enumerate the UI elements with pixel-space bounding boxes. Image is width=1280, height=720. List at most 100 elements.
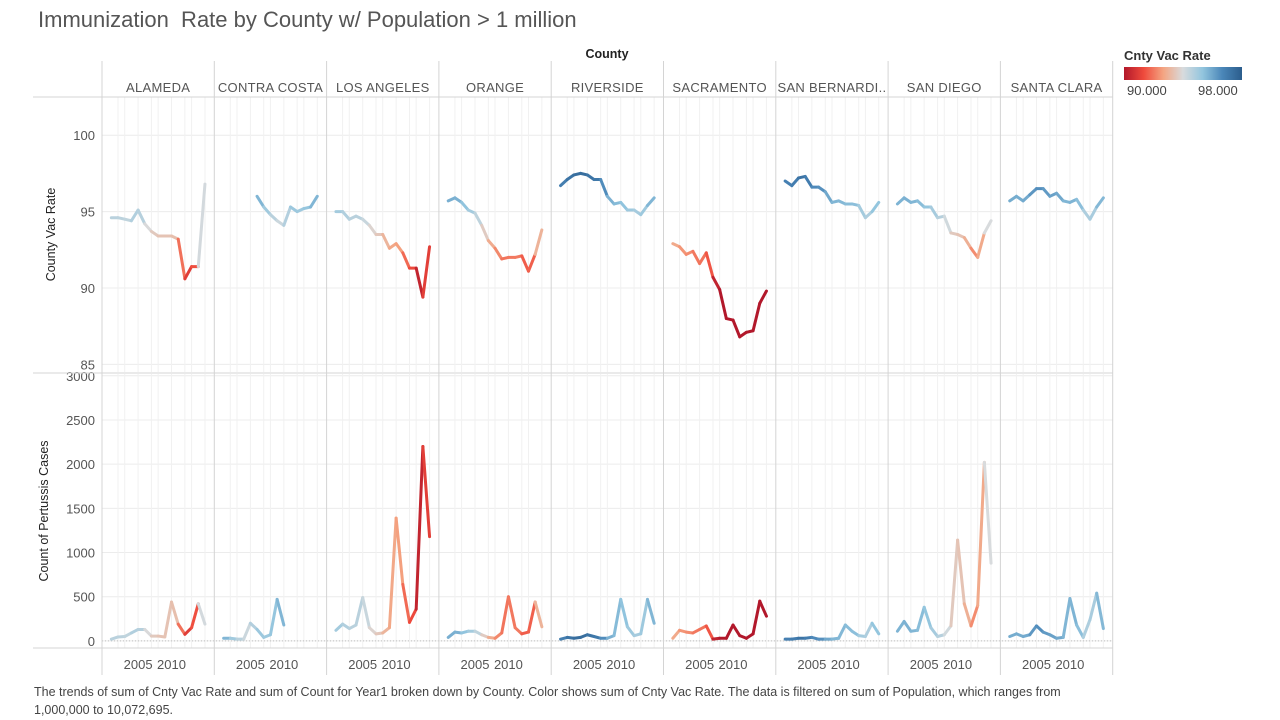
series-segment bbox=[1075, 623, 1085, 639]
series-line bbox=[255, 194, 319, 227]
series-segment bbox=[526, 600, 537, 634]
series-line bbox=[446, 196, 544, 273]
y-tick-label: 90 bbox=[81, 281, 95, 296]
series-segment bbox=[268, 213, 279, 223]
series-segment bbox=[751, 301, 762, 333]
series-segment bbox=[857, 203, 867, 220]
series-segment bbox=[1061, 597, 1072, 639]
x-tick-label: 2010 bbox=[719, 657, 748, 672]
series-segment bbox=[143, 222, 153, 233]
county-header: SANTA CLARA bbox=[1011, 80, 1103, 95]
series-line bbox=[334, 210, 432, 299]
series-segment bbox=[803, 174, 814, 189]
series-line bbox=[109, 182, 207, 281]
x-tick-label: 2005 bbox=[797, 657, 826, 672]
series-segment bbox=[480, 223, 490, 243]
x-tick-label: 2005 bbox=[124, 657, 153, 672]
series-segment bbox=[1055, 191, 1065, 203]
series-segment bbox=[982, 460, 993, 565]
series-segment bbox=[460, 200, 470, 212]
panel-frame bbox=[33, 61, 1114, 675]
series-segment bbox=[414, 266, 425, 299]
x-tick-label: 2005 bbox=[1022, 657, 1051, 672]
series-segment bbox=[533, 600, 544, 629]
y-tick-label: 3000 bbox=[66, 369, 95, 384]
series-segment bbox=[486, 239, 497, 250]
series-segment bbox=[421, 245, 432, 299]
series-segment bbox=[691, 249, 702, 266]
series-segment bbox=[916, 199, 926, 209]
x-tick-label: 2010 bbox=[269, 657, 298, 672]
county-header: ORANGE bbox=[466, 80, 524, 95]
series-segment bbox=[473, 211, 484, 227]
series-segment bbox=[962, 602, 973, 628]
color-legend-bar bbox=[1124, 67, 1242, 80]
series-segment bbox=[1068, 597, 1079, 627]
series-segment bbox=[190, 602, 200, 630]
county-header: ALAMEDA bbox=[126, 80, 190, 95]
x-tick-label: 2010 bbox=[494, 657, 523, 672]
series-segment bbox=[268, 597, 279, 637]
series-segment bbox=[895, 619, 906, 633]
series-segment bbox=[976, 231, 986, 259]
series-segment bbox=[1088, 205, 1099, 221]
series-segment bbox=[837, 623, 847, 640]
series-segment bbox=[942, 624, 953, 637]
y-tick-label: 500 bbox=[73, 590, 95, 605]
series-line bbox=[109, 600, 207, 641]
x-tick-label: 2005 bbox=[236, 657, 265, 672]
x-tick-label: 2005 bbox=[348, 657, 377, 672]
series-segment bbox=[790, 176, 801, 188]
series-segment bbox=[639, 597, 649, 636]
series-segment bbox=[916, 605, 926, 632]
series-line bbox=[895, 196, 993, 259]
series-segment bbox=[962, 236, 973, 250]
series-segment bbox=[414, 444, 425, 611]
x-tick-label: 2010 bbox=[382, 657, 411, 672]
series-segment bbox=[863, 210, 874, 220]
series-segment bbox=[625, 625, 636, 638]
series-line bbox=[783, 174, 881, 220]
y-tick-label: 85 bbox=[81, 357, 95, 372]
county-header: SAN BERNARDI.. bbox=[777, 80, 886, 95]
y-tick-label: 100 bbox=[73, 128, 95, 143]
series-segment bbox=[969, 604, 980, 628]
series-segment bbox=[711, 275, 722, 291]
series-segment bbox=[645, 196, 656, 207]
y-tick-label: 1000 bbox=[66, 546, 95, 561]
series-segment bbox=[982, 219, 993, 235]
series-segment bbox=[758, 289, 768, 305]
series-segment bbox=[506, 595, 517, 630]
series-segment bbox=[407, 607, 418, 624]
series-line bbox=[446, 595, 544, 640]
series-segment bbox=[731, 623, 742, 638]
legend-title: Cnty Vac Rate bbox=[1124, 48, 1211, 63]
series-segment bbox=[751, 599, 762, 636]
series-segment bbox=[1028, 187, 1038, 197]
series-line bbox=[559, 171, 656, 217]
series-segment bbox=[533, 228, 544, 256]
series-segment bbox=[942, 214, 953, 235]
series-segment bbox=[361, 217, 371, 227]
series-segment bbox=[922, 605, 933, 630]
series-segment bbox=[639, 203, 649, 217]
series-segment bbox=[176, 622, 187, 636]
series-line bbox=[222, 597, 286, 641]
x-tick-label: 2010 bbox=[157, 657, 186, 672]
x-tick-label: 2005 bbox=[573, 657, 602, 672]
x-tick-label: 2005 bbox=[461, 657, 490, 672]
series-segment bbox=[401, 582, 411, 624]
series-segment bbox=[929, 205, 940, 220]
series-segment bbox=[1075, 197, 1085, 212]
series-segment bbox=[863, 621, 874, 639]
series-segment bbox=[1021, 193, 1032, 203]
series-segment bbox=[758, 599, 768, 618]
series-segment bbox=[1088, 591, 1099, 622]
series-segment bbox=[976, 460, 986, 608]
county-header: SAN DIEGO bbox=[907, 80, 982, 95]
series-segment bbox=[163, 600, 174, 639]
series-segment bbox=[949, 538, 960, 628]
chart-title: Immunization Rate by County w/ Populatio… bbox=[38, 7, 577, 32]
series-segment bbox=[1095, 591, 1105, 631]
